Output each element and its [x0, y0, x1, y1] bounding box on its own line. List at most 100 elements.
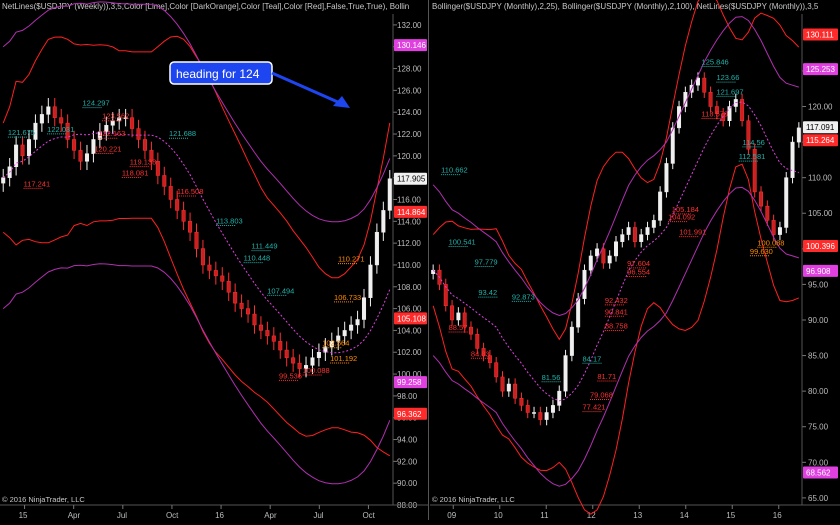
annotation-arrow-head — [333, 96, 350, 108]
candle-body — [123, 117, 128, 119]
x-tick-label: 09 — [447, 511, 456, 520]
candle-body — [258, 324, 263, 331]
price-tag-box — [803, 28, 838, 41]
net-line-label: 97.779 — [475, 257, 498, 266]
net-line-label: 121.697 — [716, 87, 743, 96]
annotation-callout: heading for 124 — [169, 61, 350, 108]
y-tick-label: 124.00 — [397, 108, 422, 117]
net-line-label: 88.57 — [449, 323, 468, 332]
price-tag-box — [394, 376, 427, 389]
candle-body — [142, 139, 147, 151]
moving-average-line — [432, 101, 799, 402]
candle-body — [271, 335, 276, 342]
candle-body — [284, 349, 289, 358]
y-tick-label: 105.00 — [808, 209, 833, 218]
price-tag-label: 100.396 — [806, 242, 835, 251]
x-tick-label: Jul — [117, 511, 127, 520]
net-line-label: 106.733 — [334, 293, 361, 302]
net-line-label: 96.554 — [627, 267, 650, 276]
candle-body — [162, 175, 167, 187]
candle-body — [374, 231, 379, 266]
candle-body — [550, 405, 555, 413]
candle-body — [765, 205, 770, 221]
y-tick-label: 106.00 — [397, 305, 422, 314]
y-tick-label: 80.00 — [808, 387, 829, 396]
price-tag-box — [803, 121, 838, 134]
x-tick-label: Jul — [313, 511, 323, 520]
candle-body — [519, 398, 524, 406]
candle-body — [462, 312, 467, 328]
price-tag-label: 105.108 — [397, 314, 426, 323]
y-tick-label: 112.00 — [397, 239, 421, 248]
annotation-arrow-line — [271, 71, 341, 105]
monthly-chart-panel: Bollinger($USDJPY (Monthly),2,25), Bolli… — [430, 0, 840, 520]
net-line-label: 93.42 — [478, 288, 497, 297]
price-tag-label: 99.258 — [397, 378, 422, 387]
y-tick-label: 104.00 — [397, 326, 422, 335]
candle-body — [97, 131, 102, 140]
y-tick-label: 132.00 — [397, 21, 422, 30]
y-tick-label: 85.00 — [808, 352, 829, 361]
net-line-label: 92.873 — [512, 292, 535, 301]
candle-body — [310, 357, 315, 366]
candle-body — [525, 405, 530, 413]
candle-body — [220, 275, 225, 282]
candle-body — [84, 153, 89, 162]
candle-body — [468, 326, 473, 335]
x-tick-label: 10 — [494, 511, 503, 520]
candle-body — [46, 106, 51, 115]
candle-body — [278, 341, 283, 351]
candle-body — [645, 227, 650, 235]
y-tick-label: 116.00 — [397, 195, 421, 204]
candle-body — [246, 308, 251, 315]
candle-body — [213, 270, 218, 277]
candle-body — [450, 305, 455, 321]
price-tag-label: 130.146 — [397, 41, 426, 50]
candle-body — [714, 106, 719, 114]
price-tag-box — [394, 39, 427, 52]
candle-body — [304, 365, 309, 369]
candle-body — [576, 298, 581, 328]
bollinger-lower-band — [2, 217, 391, 457]
candle-body — [456, 312, 461, 321]
y-tick-label: 70.00 — [808, 458, 829, 467]
price-tag-label: 117.091 — [806, 123, 835, 132]
x-tick-label: 16 — [215, 511, 224, 520]
candle-body — [168, 186, 173, 200]
y-tick-label: 90.00 — [808, 316, 829, 325]
candle-body — [664, 163, 669, 193]
candle-body — [291, 357, 296, 364]
net-line-label: 92.432 — [605, 296, 628, 305]
y-tick-label: 92.00 — [397, 457, 418, 466]
net-line-label: 111.449 — [252, 242, 278, 251]
candle-body — [265, 330, 270, 337]
candle-body — [342, 330, 347, 337]
net-line-label: 100.541 — [449, 238, 476, 247]
candle-body — [544, 412, 549, 420]
candle-body — [563, 355, 568, 392]
long-bollinger-lower — [2, 263, 391, 485]
candle-body — [387, 178, 392, 211]
x-tick-label: 14 — [680, 511, 689, 520]
candle-body — [155, 161, 160, 176]
y-tick-label: 100.00 — [397, 370, 422, 379]
candle-body — [26, 139, 32, 157]
candle-body — [33, 122, 38, 140]
long-bollinger-upper — [432, 16, 799, 317]
candle-body — [14, 144, 19, 168]
candle-body — [670, 127, 675, 164]
candle-body — [595, 248, 600, 257]
candle-body — [91, 139, 96, 154]
candle-body — [626, 227, 631, 235]
candle-body — [207, 264, 212, 271]
y-tick-label: 95.00 — [808, 280, 829, 289]
net-line-label: 100.088 — [757, 238, 784, 247]
candle-body — [784, 177, 789, 228]
x-tick-label: Oct — [362, 511, 375, 520]
price-tag-box — [803, 240, 838, 253]
price-tag-box — [394, 407, 427, 420]
x-tick-label: Apr — [68, 511, 81, 520]
candle-body — [702, 77, 707, 93]
net-line-label: 97.604 — [627, 259, 650, 268]
candle-body — [481, 348, 486, 356]
